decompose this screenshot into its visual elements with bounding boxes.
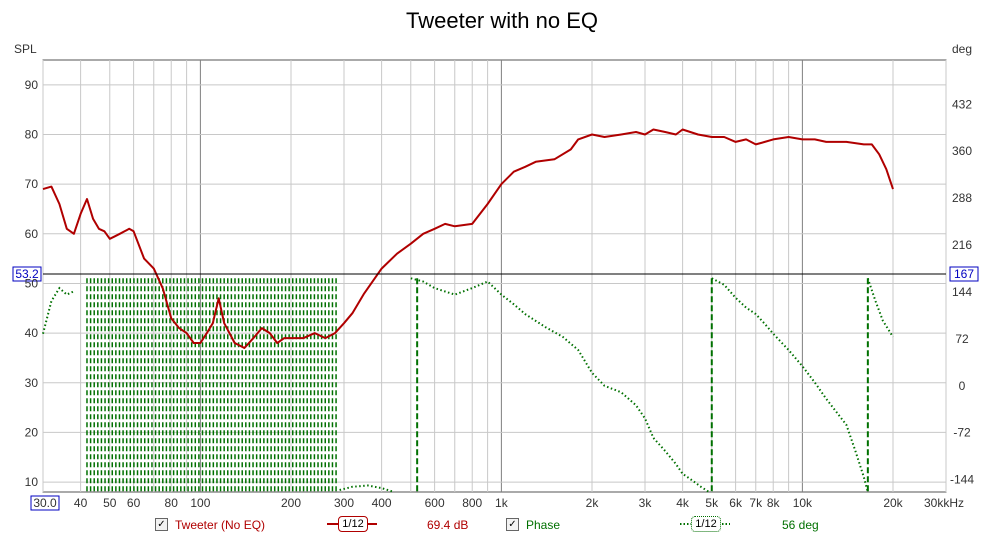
x-tick-label: 40 (74, 496, 88, 510)
x-tick-label: 60 (127, 496, 141, 510)
phase-tick-label: 0 (959, 379, 966, 393)
phase-tick-label: 432 (952, 97, 972, 111)
x-tick-label: 50 (103, 496, 117, 510)
grid-lines (42, 60, 947, 492)
svg-text:53.2: 53.2 (15, 267, 39, 281)
x-tick-label: 2k (586, 496, 600, 510)
x-tick-label: 100 (190, 496, 210, 510)
spl-tick-label: 30 (25, 376, 39, 390)
x-tick-label: 200 (281, 496, 301, 510)
spl-tick-label: 40 (25, 326, 39, 340)
x-start-box (30, 495, 60, 511)
spl-smoothing-indicator[interactable]: 1/12 (327, 516, 377, 532)
x-tick-label: 600 (425, 496, 445, 510)
phase-tick-label: 288 (952, 191, 972, 205)
spl-cursor-value: 69.4 dB (427, 518, 469, 532)
phase-visibility-checkbox[interactable]: ✓ (506, 518, 519, 531)
right-axis-label: deg (952, 42, 972, 56)
phase-tick-label: 144 (952, 285, 972, 299)
spl-line (42, 128, 894, 349)
chart-title: Tweeter with no EQ (406, 8, 598, 33)
x-tick-label: 1k (495, 496, 509, 510)
spl-smoothing-label: 1/12 (338, 516, 368, 532)
x-tick-label: 400 (372, 496, 392, 510)
spl-tick-label: 20 (25, 425, 39, 439)
cursor-spl-readout: 53.2 (12, 266, 42, 282)
spl-tick-label: 60 (25, 227, 39, 241)
phase-line (410, 277, 710, 493)
phase-tick-label: 360 (952, 144, 972, 158)
x-tick-label: 300 (334, 496, 354, 510)
phase-line (339, 484, 395, 493)
spl-tick-label: 80 (25, 127, 39, 141)
chart-plot[interactable]: 53.2 167 SPL deg 30.0 40 50 60 80 100 200 300 40… (0, 0, 1004, 512)
legend: ✓ Tweeter (No EQ) 1/12 69.4 dB ✓ Phase 1… (0, 515, 1004, 539)
phase-smoothing-label: 1/12 (691, 516, 721, 532)
phase-tick-label: -72 (953, 426, 971, 440)
x-tick-label: 8k (767, 496, 781, 510)
phase-line (42, 286, 75, 334)
phase-line (866, 277, 894, 338)
phase-trace (42, 277, 894, 493)
x-tick-label: 10k (793, 496, 813, 510)
axis-ticks: 30.0 40 50 60 80 100 200 300 400 600 800 1k 2k 3k 4k 5k… (25, 78, 974, 511)
x-tick-label: 800 (462, 496, 482, 510)
spl-tick-label: 10 (25, 475, 39, 489)
x-tick-label: 20k (883, 496, 903, 510)
spl-tick-label: 70 (25, 177, 39, 191)
spl-trace (42, 128, 894, 349)
x-tick-label: 80 (165, 496, 179, 510)
phase-tick-label: 216 (952, 238, 972, 252)
x-tick-label: 4k (676, 496, 690, 510)
phase-tick-label: 72 (955, 332, 969, 346)
phase-smoothing-indicator[interactable]: 1/12 (680, 516, 730, 532)
x-tick-label: 5k (705, 496, 719, 510)
spl-tick-label: 90 (25, 78, 39, 92)
plot-frame (42, 59, 947, 493)
spl-visibility-checkbox[interactable]: ✓ (155, 518, 168, 531)
x-tick-label: 6k (729, 496, 743, 510)
phase-line (711, 277, 869, 493)
left-axis-label: SPL (14, 42, 37, 56)
x-tick-label: 3k (639, 496, 653, 510)
spl-tick-label: 50 (25, 276, 39, 290)
x-tick-label: 30kkHz (924, 496, 964, 510)
x-tick-label: 30.0 (33, 496, 57, 510)
phase-tick-label: -144 (950, 473, 974, 487)
phase-legend-name: Phase (526, 518, 561, 532)
spl-legend-name: Tweeter (No EQ) (175, 518, 266, 532)
svg-text:167: 167 (954, 267, 974, 281)
x-tick-label: 7k (749, 496, 763, 510)
phase-cursor-value: 56 deg (782, 518, 819, 532)
cursor-phase-readout: 167 (949, 266, 979, 282)
